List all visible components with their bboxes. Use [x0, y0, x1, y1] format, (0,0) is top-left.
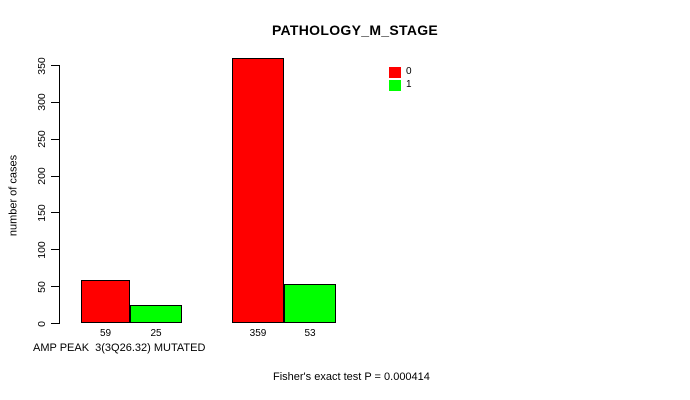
x-axis-label: AMP PEAK 3(3Q26.32) MUTATED — [33, 342, 206, 354]
legend-row: 1 — [389, 79, 412, 91]
bar-value-label: 359 — [249, 328, 267, 339]
y-tick-label: 250 — [36, 130, 48, 148]
legend-label: 1 — [406, 79, 412, 90]
bar-series-1 — [130, 304, 182, 323]
bar-series-0 — [232, 58, 284, 323]
bar-value-label: 53 — [304, 328, 316, 339]
bar-value-label: 25 — [150, 328, 162, 339]
y-tick — [51, 323, 59, 324]
legend-row: 0 — [389, 66, 412, 78]
y-tick — [51, 65, 59, 66]
bar-value-label: 59 — [99, 328, 112, 339]
bar-series-0 — [81, 279, 130, 323]
y-tick — [51, 212, 59, 214]
legend-swatch — [389, 66, 401, 78]
y-tick-label: 0 — [36, 320, 48, 327]
legend-swatch — [389, 79, 401, 91]
chart-title: PATHOLOGY_M_STAGE — [271, 22, 439, 38]
y-tick — [51, 175, 59, 177]
y-tick-label: 350 — [36, 56, 48, 75]
fisher-test-annotation: Fisher's exact test P = 0.000414 — [273, 371, 430, 383]
y-axis-line — [59, 65, 60, 324]
bar-series-1 — [284, 283, 336, 323]
y-tick — [51, 101, 59, 103]
y-tick-label: 150 — [36, 204, 48, 222]
y-axis-title: number of cases — [7, 154, 20, 237]
y-tick — [51, 138, 59, 140]
y-tick-label: 100 — [36, 241, 48, 259]
y-tick-label: 200 — [36, 167, 48, 185]
y-tick — [51, 249, 59, 251]
y-tick-label: 50 — [36, 280, 48, 293]
y-tick-label: 300 — [36, 93, 48, 112]
y-tick — [51, 286, 59, 288]
legend-label: 0 — [406, 66, 412, 77]
